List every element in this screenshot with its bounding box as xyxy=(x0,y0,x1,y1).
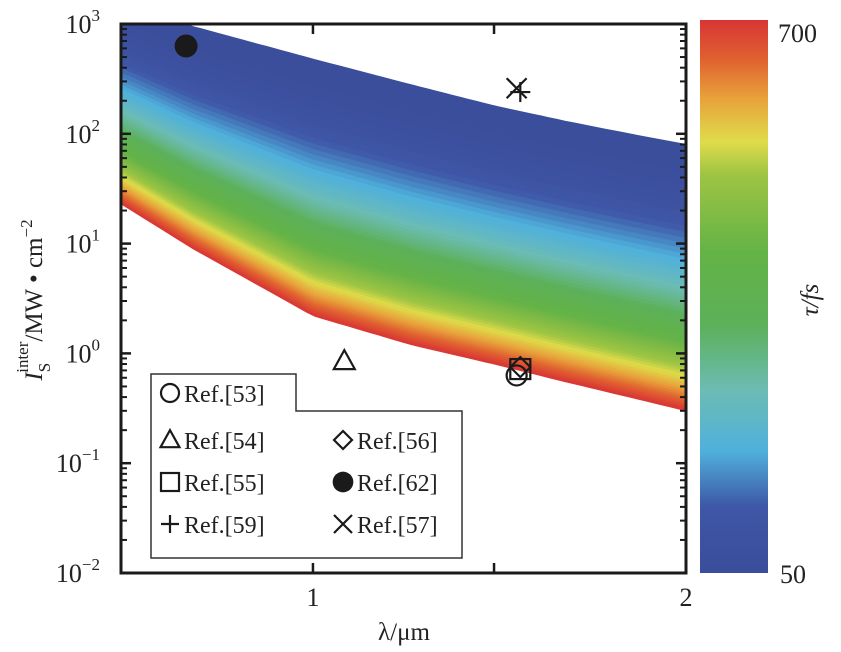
filled-circle-marker-icon xyxy=(332,471,354,493)
legend-label: Ref.[55] xyxy=(184,471,265,497)
triangle-marker-icon xyxy=(158,427,182,449)
legend-label: Ref.[53] xyxy=(184,382,265,408)
y-label-unit-exp: −2 xyxy=(17,219,36,237)
legend-entry: Ref.[57] xyxy=(333,513,438,539)
square-marker-icon xyxy=(159,471,181,493)
circle-marker-icon xyxy=(159,382,181,404)
legend-label: Ref.[57] xyxy=(357,513,438,539)
legend-entry: Ref.[59] xyxy=(161,513,265,539)
y-label-symbol: I xyxy=(21,371,48,382)
legend-label: Ref.[59] xyxy=(184,513,265,539)
colorbar xyxy=(700,20,768,573)
marker-ref62 xyxy=(174,34,198,58)
axis-ticks xyxy=(121,22,686,575)
marker-ref54 xyxy=(331,347,357,371)
colorbar-min-label: 50 xyxy=(780,560,806,589)
y-tick-label: 100 xyxy=(66,335,101,368)
legend-entry: Ref.[55] xyxy=(159,471,265,497)
x-axis-label: λ/μm xyxy=(378,619,430,646)
y-tick-label: 102 xyxy=(66,116,101,149)
y-label-subscript: S xyxy=(35,363,54,372)
data-markers xyxy=(174,34,532,387)
plus-marker-icon xyxy=(161,515,179,533)
legend-label: Ref.[54] xyxy=(184,429,265,455)
legend-entry: Ref.[53] xyxy=(159,382,265,408)
svg-text:τ/fs: τ/fs xyxy=(797,284,824,317)
diamond-marker-icon xyxy=(332,429,354,451)
x-tick-label: 2 xyxy=(680,583,693,612)
colorbar-label: τ/fs xyxy=(797,284,824,317)
y-label-unit: /MW • cm xyxy=(21,237,48,342)
heatmap-band xyxy=(121,24,686,412)
legend-entry: Ref.[56] xyxy=(332,429,438,455)
marker-ref57 xyxy=(505,77,528,100)
y-tick-labels: 103 102 101 100 10−1 10−2 xyxy=(56,6,100,588)
legend-entry: Ref.[62] xyxy=(332,471,438,497)
legend-label: Ref.[62] xyxy=(357,471,438,497)
legend-label: Ref.[56] xyxy=(357,429,438,455)
legend-entry: Ref.[54] xyxy=(158,427,265,455)
y-axis-label: ISinter/MW • cm−2 xyxy=(13,219,54,381)
band-strip xyxy=(121,201,686,412)
marker-ref53 xyxy=(505,364,528,387)
x-tick-label: 1 xyxy=(306,583,319,612)
svg-text:ISinter/MW • cm−2: ISinter/MW • cm−2 xyxy=(13,219,54,381)
legend: Ref.[53] Ref.[54] Ref.[55] Ref.[59] Ref.[56]… xyxy=(150,373,463,559)
y-tick-label: 103 xyxy=(66,6,101,39)
colorbar-max-label: 700 xyxy=(778,19,817,48)
y-label-superscript: inter xyxy=(13,341,32,372)
y-tick-label: 10−2 xyxy=(56,555,100,588)
y-tick-label: 10−1 xyxy=(56,445,100,478)
marker-ref55 xyxy=(509,357,532,381)
y-tick-label: 101 xyxy=(66,226,101,259)
legend-box xyxy=(150,373,463,559)
cross-marker-icon xyxy=(333,514,353,534)
plot-frame xyxy=(119,22,688,575)
marker-ref56 xyxy=(508,355,532,379)
